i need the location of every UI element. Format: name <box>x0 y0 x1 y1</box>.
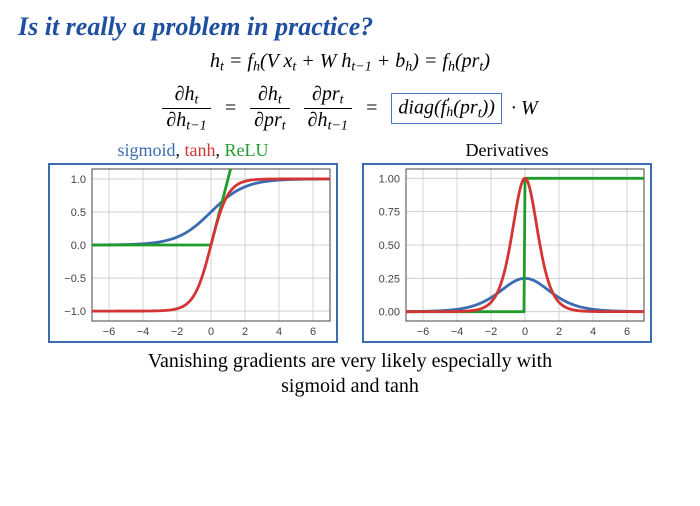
svg-text:6: 6 <box>310 326 316 338</box>
svg-text:4: 4 <box>276 326 282 338</box>
activations-chart: −6 −4 −2 0 2 4 6 −1.0 −0.5 0.0 0.5 1.0 <box>48 163 338 343</box>
legend-sigmoid: sigmoid <box>117 140 175 160</box>
right-chart-title: Derivatives <box>362 140 652 161</box>
left-chart-legend: sigmoid, tanh, ReLU <box>48 140 338 161</box>
svg-text:−4: −4 <box>137 326 150 338</box>
svg-text:2: 2 <box>242 326 248 338</box>
svg-text:−6: −6 <box>417 326 430 338</box>
svg-text:−4: −4 <box>451 326 464 338</box>
svg-text:−1.0: −1.0 <box>64 306 86 318</box>
svg-text:0: 0 <box>208 326 214 338</box>
diag-highlight: diag(f′h(prt)) <box>391 93 502 125</box>
equation-2: ∂ht ∂ht−1 = ∂ht ∂prt ∂prt ∂ht−1 = diag(f… <box>0 84 700 134</box>
derivatives-chart: −6 −4 −2 0 2 4 6 0.00 0.25 0.50 0.75 1.00 <box>362 163 652 343</box>
svg-text:0.00: 0.00 <box>379 306 400 318</box>
page-title: Is it really a problem in practice? <box>0 0 700 46</box>
svg-text:1.0: 1.0 <box>71 173 86 185</box>
svg-text:4: 4 <box>590 326 596 338</box>
svg-text:0.25: 0.25 <box>379 273 400 285</box>
svg-text:−6: −6 <box>103 326 116 338</box>
svg-text:0.50: 0.50 <box>379 240 400 252</box>
svg-text:0: 0 <box>522 326 528 338</box>
svg-text:6: 6 <box>624 326 630 338</box>
svg-text:0.0: 0.0 <box>71 240 86 252</box>
svg-text:−2: −2 <box>171 326 184 338</box>
legend-tanh: tanh <box>185 140 216 160</box>
svg-text:−2: −2 <box>485 326 498 338</box>
footer-text: Vanishing gradients are very likely espe… <box>0 349 700 399</box>
svg-text:2: 2 <box>556 326 562 338</box>
svg-text:−0.5: −0.5 <box>64 273 86 285</box>
svg-text:0.75: 0.75 <box>379 206 400 218</box>
svg-text:1.00: 1.00 <box>379 173 400 185</box>
legend-relu: ReLU <box>225 140 269 160</box>
svg-text:0.5: 0.5 <box>71 206 86 218</box>
equation-1: ht = fh(V xt + W ht−1 + bh) = fh(prt) <box>0 50 700 76</box>
